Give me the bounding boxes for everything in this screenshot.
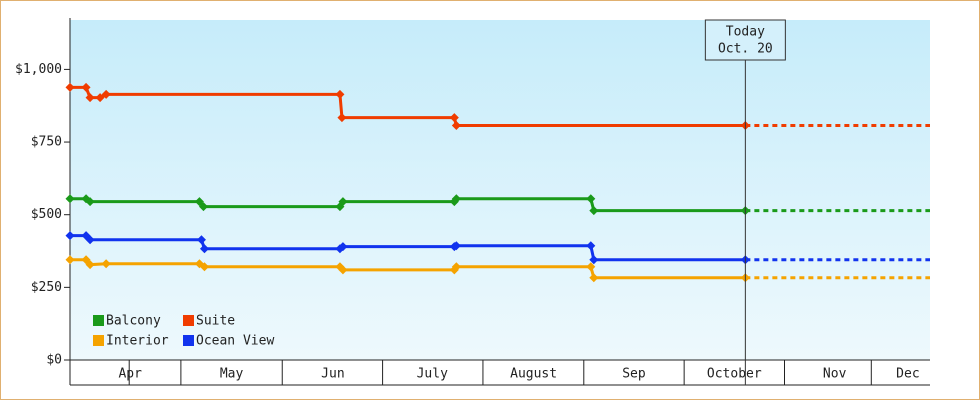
x-tick-label: Jun <box>321 367 344 382</box>
price-point <box>65 255 75 265</box>
price-point <box>451 241 461 251</box>
y-tick-label: $0 <box>46 353 62 368</box>
price-point <box>81 82 91 92</box>
x-tick-label: August <box>510 367 557 382</box>
x-tick-label: Dec <box>896 367 919 382</box>
price-point <box>196 235 206 245</box>
x-tick-label: July <box>417 367 448 382</box>
x-tick-label: May <box>220 367 244 382</box>
today-label: Today <box>726 25 765 40</box>
legend-label: Suite <box>196 314 235 329</box>
price-point <box>586 241 596 251</box>
y-tick-label: $750 <box>31 135 62 150</box>
today-box <box>704 19 786 61</box>
x-tick-label: October <box>707 367 762 382</box>
price-point <box>589 255 599 265</box>
series-line <box>70 85 746 127</box>
legend-label: Ocean View <box>196 334 274 349</box>
price-point <box>451 262 461 272</box>
legend-label: Interior <box>106 334 169 349</box>
price-point <box>586 194 596 204</box>
price-point <box>95 93 105 103</box>
price-point <box>449 113 459 123</box>
price-point <box>338 265 348 275</box>
legend-swatch <box>93 315 104 326</box>
price-point <box>451 194 461 204</box>
price-point <box>338 197 348 207</box>
today-label: Oct. 20 <box>718 42 773 57</box>
price-point <box>586 262 596 272</box>
price-point <box>85 235 95 245</box>
price-point <box>451 120 461 130</box>
legend-swatch <box>93 335 104 346</box>
legend-label: Balcony <box>106 314 161 329</box>
price-point <box>589 206 599 216</box>
price-point <box>101 259 111 269</box>
price-point <box>199 244 209 254</box>
price-point <box>85 197 95 207</box>
plot-area <box>70 20 930 360</box>
x-tick-label: Apr <box>118 367 142 382</box>
legend-swatch <box>183 315 194 326</box>
price-point <box>198 202 208 212</box>
price-point <box>199 262 209 272</box>
x-tick-label: Sep <box>622 367 646 382</box>
x-tick-label: Nov <box>823 367 847 382</box>
y-tick-label: $1,000 <box>15 62 62 77</box>
price-point <box>85 93 95 103</box>
y-tick-label: $500 <box>31 207 62 222</box>
price-point <box>337 113 347 123</box>
price-point <box>65 82 75 92</box>
price-point <box>65 231 75 241</box>
legend-swatch <box>183 335 194 346</box>
price-point <box>101 89 111 99</box>
price-point <box>589 273 599 283</box>
price-point <box>65 194 75 204</box>
price-point <box>338 242 348 252</box>
y-tick-label: $250 <box>31 280 62 295</box>
price-point <box>85 260 95 270</box>
price-point <box>335 89 345 99</box>
